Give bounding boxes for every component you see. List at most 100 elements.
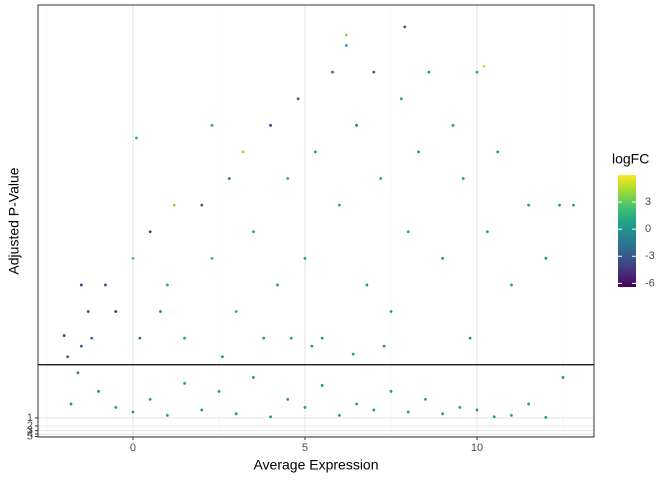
point (403, 25, 407, 29)
point (313, 150, 317, 154)
point (441, 256, 445, 260)
y-tick-label: 1 (27, 412, 33, 424)
colorbar-label: 3 (645, 196, 651, 208)
point (286, 397, 290, 401)
point (331, 70, 334, 74)
point (337, 203, 341, 207)
point (485, 230, 489, 234)
point (131, 256, 135, 260)
point (269, 123, 272, 127)
point (241, 150, 245, 154)
point (379, 177, 383, 180)
legend-title: logFC (612, 151, 649, 167)
point (389, 389, 393, 393)
y-tick-label: 3 (27, 425, 33, 437)
point (527, 203, 531, 207)
x-tick-label: 0 (130, 442, 136, 454)
y-axis-label: Adjusted P-Value (6, 167, 22, 274)
point (131, 410, 135, 414)
point (76, 371, 80, 375)
colorbar-label: -3 (645, 250, 655, 262)
point (389, 310, 393, 313)
point (114, 405, 118, 409)
point (135, 136, 138, 140)
point (527, 402, 531, 406)
point (468, 336, 472, 340)
panel (38, 5, 594, 437)
point (172, 203, 176, 207)
point (104, 283, 107, 287)
y-tick-label: 5 (27, 430, 33, 442)
point (496, 150, 500, 154)
point (210, 123, 214, 127)
point (262, 336, 266, 340)
point (286, 177, 290, 180)
colorbar-label: -6 (645, 277, 655, 289)
point (234, 412, 238, 416)
point (303, 405, 307, 409)
point (475, 70, 479, 74)
point (365, 283, 369, 287)
point (406, 410, 410, 414)
point (458, 405, 462, 409)
point (210, 256, 214, 260)
panel-border (37, 4, 595, 438)
point (97, 389, 100, 393)
point (303, 256, 307, 260)
x-axis-label: Average Expression (253, 457, 378, 473)
point (510, 413, 513, 417)
x-tick-label: 10 (471, 442, 483, 454)
point (200, 408, 204, 412)
point (138, 336, 142, 340)
point (296, 97, 300, 101)
point (406, 230, 410, 234)
colorbar-label: 0 (645, 223, 651, 235)
point (461, 177, 465, 180)
point (183, 336, 186, 340)
point (86, 310, 90, 313)
point (382, 344, 386, 348)
point (417, 150, 420, 154)
point (561, 376, 565, 379)
point (148, 397, 152, 401)
point (227, 177, 231, 180)
point (276, 283, 279, 287)
point (66, 355, 69, 359)
point (492, 415, 496, 419)
point (159, 310, 162, 313)
point (251, 376, 255, 379)
point (269, 415, 272, 419)
point (337, 413, 341, 417)
y-tick-label: 2 (27, 420, 33, 432)
point (544, 256, 548, 260)
point (372, 70, 376, 74)
point (251, 230, 255, 234)
point (79, 283, 83, 287)
point (165, 413, 169, 417)
point (475, 408, 479, 412)
point (69, 402, 73, 406)
point (310, 344, 314, 348)
point (558, 203, 561, 207)
point (441, 412, 445, 416)
x-tick-label: 5 (302, 442, 308, 454)
point (221, 355, 224, 359)
point (451, 123, 455, 127)
y-tick-label: 4 (27, 428, 33, 440)
point (399, 97, 403, 101)
point (148, 230, 152, 234)
point (320, 384, 324, 387)
point (217, 389, 221, 393)
point (320, 336, 324, 340)
point (424, 397, 427, 401)
point (165, 283, 169, 287)
point (355, 123, 358, 127)
point (62, 334, 66, 337)
point (482, 64, 486, 68)
point (289, 336, 293, 340)
point (372, 408, 376, 412)
point (79, 344, 83, 348)
point (544, 415, 548, 419)
point (234, 310, 238, 313)
